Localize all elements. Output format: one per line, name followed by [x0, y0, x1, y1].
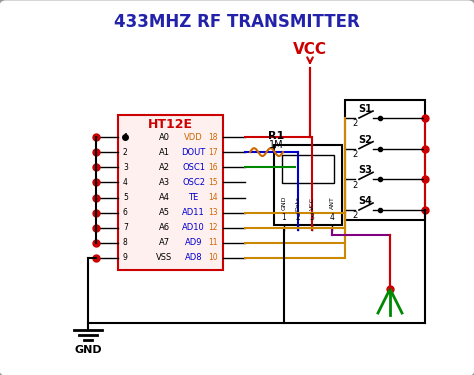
Text: 1M: 1M	[269, 140, 284, 150]
Text: GND: GND	[74, 345, 102, 355]
Text: 7: 7	[123, 223, 128, 232]
Text: 11: 11	[209, 238, 218, 248]
Text: 4: 4	[329, 213, 335, 222]
FancyBboxPatch shape	[118, 115, 223, 270]
Text: 10: 10	[209, 254, 218, 262]
Text: 3: 3	[123, 163, 128, 172]
Text: S4: S4	[358, 196, 372, 206]
Text: 5: 5	[123, 193, 128, 202]
Text: S2: S2	[358, 135, 372, 145]
Text: 12: 12	[209, 223, 218, 232]
Text: AD10: AD10	[182, 223, 205, 232]
Text: VSS: VSS	[156, 254, 173, 262]
Text: HT12E: HT12E	[148, 118, 193, 132]
Text: S3: S3	[358, 165, 372, 176]
Text: A1: A1	[159, 148, 170, 157]
Text: 2: 2	[352, 120, 357, 129]
Text: OSC2: OSC2	[182, 178, 205, 187]
Text: Data: Data	[295, 195, 301, 211]
Text: 2: 2	[296, 213, 301, 222]
Text: S1: S1	[358, 104, 372, 114]
Text: VDD: VDD	[184, 132, 203, 141]
Text: AD9: AD9	[185, 238, 202, 248]
Text: AD11: AD11	[182, 208, 205, 217]
Text: R1: R1	[268, 131, 284, 141]
Text: A7: A7	[159, 238, 170, 248]
Text: 17: 17	[209, 148, 218, 157]
Text: 6: 6	[123, 208, 128, 217]
Text: 14: 14	[209, 193, 218, 202]
Text: A5: A5	[159, 208, 170, 217]
Text: 433MHZ RF TRANSMITTER: 433MHZ RF TRANSMITTER	[114, 13, 360, 31]
Bar	[274, 145, 342, 225]
Text: 4: 4	[123, 178, 128, 187]
Text: 8: 8	[123, 238, 128, 248]
Text: A4: A4	[159, 193, 170, 202]
Text: 2: 2	[352, 150, 357, 159]
Text: A2: A2	[159, 163, 170, 172]
Text: 13: 13	[209, 208, 218, 217]
Text: 9: 9	[123, 254, 128, 262]
Text: 2: 2	[352, 181, 357, 190]
Text: 1: 1	[123, 132, 128, 141]
Text: A6: A6	[159, 223, 170, 232]
Text: 2: 2	[352, 211, 357, 220]
Text: 1: 1	[282, 213, 286, 222]
Text: 15: 15	[209, 178, 218, 187]
Bar	[282, 155, 334, 183]
Text: VCC: VCC	[310, 196, 315, 210]
Text: 2: 2	[123, 148, 128, 157]
Text: ANT: ANT	[329, 196, 335, 209]
Bar	[345, 100, 425, 220]
Text: 16: 16	[209, 163, 218, 172]
Text: 18: 18	[209, 132, 218, 141]
Text: 3: 3	[310, 213, 314, 222]
Text: TE: TE	[189, 193, 199, 202]
Text: DOUT: DOUT	[182, 148, 206, 157]
Text: OSC1: OSC1	[182, 163, 205, 172]
Text: AD8: AD8	[185, 254, 202, 262]
Text: A0: A0	[159, 132, 170, 141]
Text: VCC: VCC	[293, 42, 327, 57]
Text: A3: A3	[159, 178, 170, 187]
Text: GND: GND	[282, 196, 286, 210]
